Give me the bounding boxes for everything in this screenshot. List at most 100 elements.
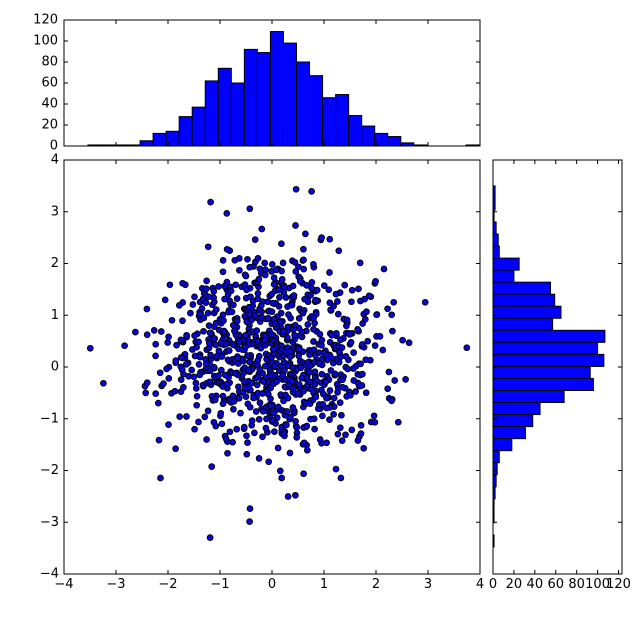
scatter-point [342,353,350,360]
x-histogram-bar [230,82,245,147]
scatter-point [260,378,267,385]
x-histogram-bar [387,136,402,147]
scatter-point [233,295,241,302]
scatter-point [269,346,277,353]
scatter-point [270,274,278,282]
scatter-point [347,391,354,399]
x-histogram-bar [335,94,350,147]
scatter-point [143,379,151,387]
scatter-point [202,360,210,368]
scatter-point [224,449,231,457]
scatter-point [200,327,207,335]
scatter-point [326,387,334,394]
scatter-point [255,275,263,283]
scatter-point [191,425,198,433]
scatter-point [245,366,252,374]
scatter-point [243,450,251,458]
top-hist-y-tick-label: 0 [50,139,58,154]
scatter-point [385,368,393,376]
scatter-point [243,286,250,294]
scatter-point [310,314,317,322]
scatter-point [220,328,227,336]
scatter-y-tick-label: 1 [51,308,59,323]
scatter-point [242,343,249,351]
scatter-point [268,308,276,316]
scatter-point [326,269,333,276]
scatter-y-tick-label: 3 [51,204,59,219]
top-hist-y-tick-label: 20 [41,118,58,133]
scatter-point [263,415,270,423]
scatter-point [334,310,342,318]
scatter-point [303,446,311,454]
scatter-point [271,362,279,370]
scatter-point [343,316,351,324]
x-histogram-bar [217,67,232,147]
scatter-point [180,384,187,391]
scatter-point [370,412,378,420]
scatter-point [187,309,194,317]
scatter-point [261,259,269,267]
x-histogram-bar [361,125,376,147]
scatter-point [219,400,227,408]
scatter-point [231,327,238,335]
scatter-point [286,449,294,457]
scatter-point [288,301,296,309]
scatter-point [278,276,286,283]
scatter-point [230,301,237,309]
scatter-point [273,414,281,422]
scatter-point [152,340,160,348]
scatter-point [270,409,277,417]
scatter-point [255,455,263,462]
scatter-point [223,210,231,217]
scatter-point [268,261,276,268]
scatter-point [334,298,341,305]
scatter-point [332,290,340,298]
scatter-point [191,293,198,301]
scatter-point [155,436,163,444]
scatter-point [284,493,292,500]
scatter-x-tick-label: 1 [320,577,328,592]
scatter-point [200,314,208,322]
scatter-point [322,378,330,386]
scatter-point [261,362,269,370]
scatter-point [284,334,291,342]
scatter-point [177,376,185,383]
scatter-point [327,306,334,314]
scatter-point [388,397,395,405]
scatter-point [323,404,330,412]
scatter-point [331,370,339,378]
scatter-point [235,394,243,402]
scatter-point [362,389,370,397]
scatter-point [279,259,287,267]
scatter-point [334,388,341,396]
scatter-point [337,336,344,344]
scatter-point [267,384,275,392]
scatter-point [358,341,366,348]
scatter-point [267,402,275,410]
scatter-point [372,277,379,285]
scatter-point [402,376,409,383]
scatter-point [235,255,243,262]
right-hist-x-tick-label: 120 [606,577,631,592]
scatter-point [203,285,210,293]
scatter-point [348,426,356,434]
scatter-point [344,365,352,373]
right-hist-x-tick-label: 80 [568,577,585,592]
scatter-point [217,409,225,417]
scatter-point [384,385,392,393]
scatter-point [224,291,232,298]
scatter-point [252,408,260,415]
scatter-point [346,331,354,338]
scatter-point [356,259,364,267]
scatter-point [210,335,218,342]
scatter-point [304,321,312,328]
scatter-point [251,236,259,243]
scatter-point [182,361,190,368]
scatter-point [152,352,159,360]
scatter-point [215,372,222,379]
scatter-point [311,381,319,388]
scatter-point [172,357,180,364]
scatter-point [218,353,226,360]
scatter-point [259,390,266,397]
scatter-point [183,413,190,420]
